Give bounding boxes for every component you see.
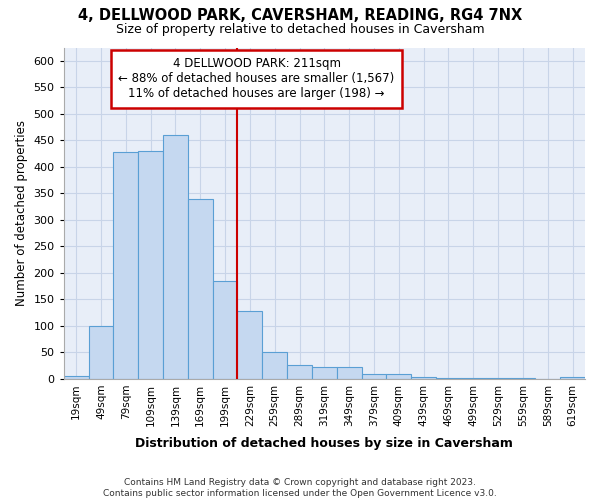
Bar [64,376,89,379]
Bar [138,151,163,379]
Bar [511,378,535,379]
Bar [238,311,262,379]
Bar [486,378,511,379]
Bar [287,364,312,379]
Bar [436,378,461,379]
Text: Size of property relative to detached houses in Caversham: Size of property relative to detached ho… [116,22,484,36]
Bar [312,367,337,379]
Text: 4, DELLWOOD PARK, CAVERSHAM, READING, RG4 7NX: 4, DELLWOOD PARK, CAVERSHAM, READING, RG… [78,8,522,22]
Bar [262,352,287,379]
Y-axis label: Number of detached properties: Number of detached properties [15,120,28,306]
Bar [411,378,436,379]
Bar [89,326,113,379]
Text: 4 DELLWOOD PARK: 211sqm
← 88% of detached houses are smaller (1,567)
11% of deta: 4 DELLWOOD PARK: 211sqm ← 88% of detache… [118,58,395,100]
Bar [362,374,386,379]
Bar [113,152,138,379]
Bar [461,378,486,379]
Bar [163,135,188,379]
Bar [188,198,212,379]
Bar [386,374,411,379]
Bar [212,281,238,379]
X-axis label: Distribution of detached houses by size in Caversham: Distribution of detached houses by size … [136,437,513,450]
Bar [560,378,585,379]
Bar [337,367,362,379]
Text: Contains HM Land Registry data © Crown copyright and database right 2023.
Contai: Contains HM Land Registry data © Crown c… [103,478,497,498]
